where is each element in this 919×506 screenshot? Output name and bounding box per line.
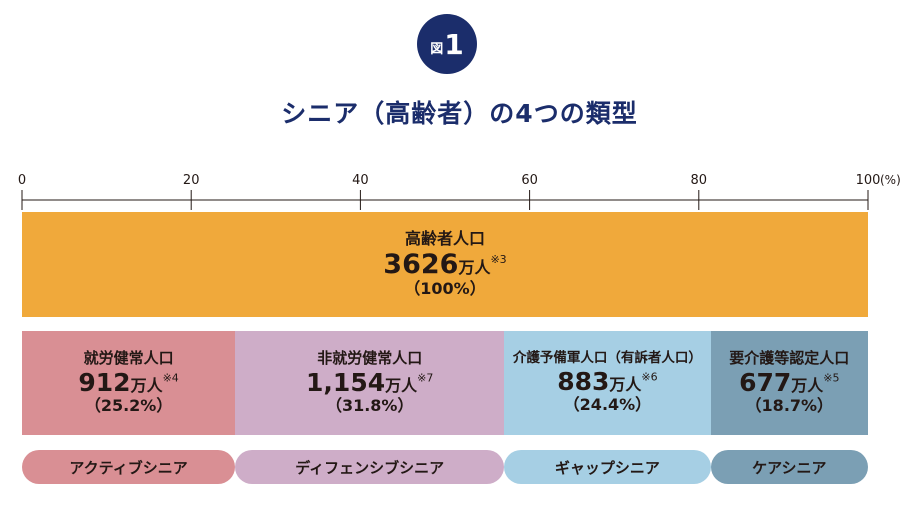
total-bar-unit: 万人 (458, 257, 491, 277)
x-axis-ticks: 0 20 40 60 80 100 (18, 173, 881, 210)
type-pill: アクティブシニア (22, 450, 236, 484)
segment-unit: 万人 (609, 374, 642, 394)
segment-label: 就労健常人口 (83, 348, 174, 367)
segment-unit: 万人 (385, 375, 418, 395)
segment-value-line: 677万人※5 (739, 368, 839, 398)
total-bar-label: 高齢者人口 (404, 228, 485, 248)
type-pill: ケアシニア (710, 450, 868, 484)
x-axis-tick-label: 20 (183, 173, 200, 188)
x-axis-tick-label: 60 (521, 173, 538, 188)
segment-label: 要介護等認定人口 (729, 348, 850, 367)
segment-bar: 介護予備軍人口（有訴者人口） 883万人※6 （24.4%） (504, 331, 711, 435)
segment-note: ※5 (823, 371, 840, 385)
x-axis-tick-label: 0 (18, 173, 26, 188)
segment-percent: （24.4%） (563, 395, 652, 415)
type-pill: ギャップシニア (504, 450, 711, 484)
x-axis-unit: (%) (880, 173, 901, 187)
x-axis-tick-label: 40 (352, 173, 369, 188)
segment-note: ※4 (162, 371, 179, 385)
total-bar-percent: （100%） (404, 279, 486, 299)
segment-label: 非就労健常人口 (317, 348, 423, 367)
figure-badge-number: 1 (444, 27, 464, 61)
segment-note: ※6 (641, 370, 658, 384)
segment-unit: 万人 (130, 375, 163, 395)
segment-percent: （31.8%） (325, 396, 414, 416)
segment-value-line: 1,154万人※7 (306, 368, 433, 398)
type-pill: ディフェンシブシニア (235, 450, 505, 484)
segment-note: ※7 (417, 371, 434, 385)
segment-value: 677 (739, 367, 792, 397)
x-axis-tick-label: 100 (856, 173, 881, 188)
total-bar: 高齢者人口 3626万人※3 （100%） (22, 212, 868, 317)
segment-label: 介護予備軍人口（有訴者人口） (512, 349, 702, 366)
segment-unit: 万人 (791, 375, 824, 395)
segment-value: 912 (78, 367, 131, 397)
segment-value: 883 (557, 366, 610, 396)
segment-bar: 非就労健常人口 1,154万人※7 （31.8%） (235, 331, 505, 435)
segment-value: 1,154 (306, 367, 386, 397)
total-bar-value: 3626 (383, 248, 459, 280)
segment-bar: 就労健常人口 912万人※4 （25.2%） (22, 331, 236, 435)
chart-title: シニア（高齢者）の4つの類型 (281, 99, 638, 128)
segment-percent: （18.7%） (745, 396, 834, 416)
x-axis: 0 20 40 60 80 100 (%) (18, 173, 901, 210)
segment-percent: （25.2%） (84, 396, 173, 416)
figure-badge-word: 図 (430, 41, 444, 57)
figure-badge: 図 1 (417, 14, 477, 74)
segment-bar: 要介護等認定人口 677万人※5 （18.7%） (710, 331, 868, 435)
segment-value-line: 883万人※6 (557, 367, 657, 397)
total-bar-value-line: 3626万人※3 (383, 249, 506, 281)
total-bar-note: ※3 (490, 252, 507, 266)
segment-value-line: 912万人※4 (78, 368, 178, 398)
x-axis-tick-label: 80 (691, 173, 708, 188)
